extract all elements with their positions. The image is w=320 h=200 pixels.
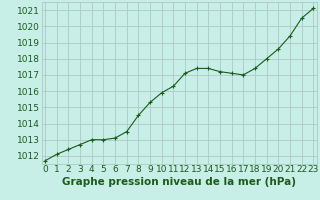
X-axis label: Graphe pression niveau de la mer (hPa): Graphe pression niveau de la mer (hPa) bbox=[62, 177, 296, 187]
